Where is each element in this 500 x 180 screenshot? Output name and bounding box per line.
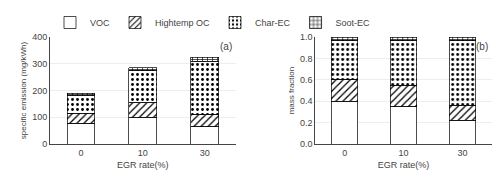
svg-text:Char-EC: Char-EC (255, 18, 291, 28)
svg-text:0: 0 (78, 148, 83, 158)
svg-text:EGR rate(%): EGR rate(%) (378, 160, 430, 170)
svg-text:0.6: 0.6 (300, 75, 313, 85)
svg-text:400: 400 (32, 32, 47, 42)
svg-text:10: 10 (138, 148, 148, 158)
svg-text:0.0: 0.0 (300, 139, 313, 149)
svg-text:VOC: VOC (90, 18, 110, 28)
svg-text:0: 0 (342, 148, 347, 158)
svg-text:100: 100 (32, 112, 47, 122)
svg-text:specific emission (mg/kWh): specific emission (mg/kWh) (19, 41, 28, 139)
svg-text:Soot-EC: Soot-EC (336, 18, 371, 28)
svg-text:(a): (a) (220, 41, 232, 52)
svg-text:0.8: 0.8 (300, 54, 313, 64)
svg-text:200: 200 (32, 86, 47, 96)
svg-text:0: 0 (42, 139, 47, 149)
svg-text:0.2: 0.2 (300, 118, 313, 128)
svg-text:Hightemp OC: Hightemp OC (155, 18, 210, 28)
svg-text:0.4: 0.4 (300, 96, 313, 106)
svg-text:30: 30 (458, 148, 468, 158)
svg-text:(b): (b) (476, 41, 488, 52)
svg-text:10: 10 (399, 148, 409, 158)
svg-text:mass fraction: mass fraction (287, 67, 296, 115)
svg-text:300: 300 (32, 59, 47, 69)
svg-text:1.0: 1.0 (300, 32, 313, 42)
svg-text:EGR rate(%): EGR rate(%) (117, 160, 169, 170)
svg-text:30: 30 (200, 148, 210, 158)
